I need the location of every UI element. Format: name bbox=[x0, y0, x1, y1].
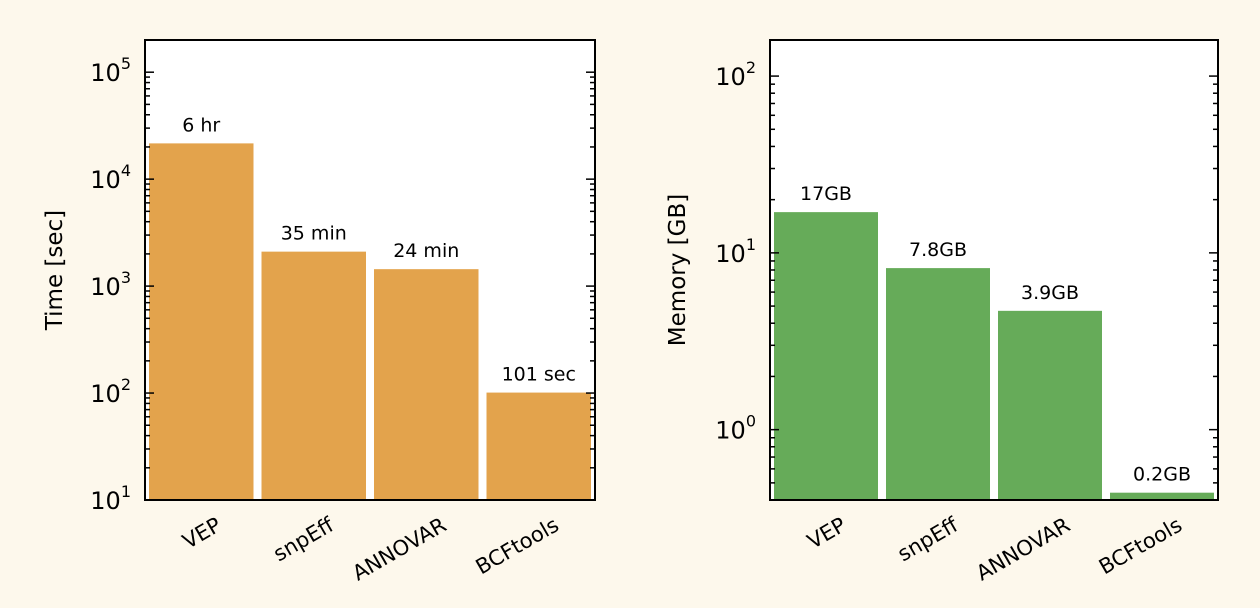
memory-bar-vep bbox=[774, 212, 878, 499]
memory-bar-bcftools bbox=[1110, 492, 1214, 499]
time-tick-label: 102 bbox=[90, 375, 131, 408]
memory-category-label: ANNOVAR bbox=[972, 513, 1074, 586]
memory-data-label: 17GB bbox=[800, 183, 852, 205]
memory-category-label: VEP bbox=[803, 513, 850, 554]
memory-tick-label: 102 bbox=[715, 58, 756, 91]
memory-category-label: snpEff bbox=[894, 512, 963, 566]
time-tick-label: 105 bbox=[90, 54, 131, 87]
time-data-label: 101 sec bbox=[502, 364, 576, 386]
time-bar-vep bbox=[149, 143, 254, 500]
memory-category-label: BCFtools bbox=[1095, 513, 1186, 580]
time-bar-snpeff bbox=[261, 251, 366, 499]
memory-tick-label: 100 bbox=[715, 412, 756, 445]
time-category-label: snpEff bbox=[269, 512, 338, 566]
memory-bar-snpeff bbox=[886, 268, 990, 499]
time-data-label: 24 min bbox=[393, 240, 459, 262]
time-tick-label: 101 bbox=[90, 482, 131, 515]
memory-bar-annovar bbox=[998, 310, 1102, 499]
time-bar-bcftools bbox=[486, 392, 591, 499]
time-tick-label: 103 bbox=[90, 268, 131, 301]
time-chart-panel: 6 hr VEP 35 min snpEff 24 min ANNOVAR 101 sec B… bbox=[42, 39, 596, 586]
time-category-label: VEP bbox=[178, 513, 225, 554]
memory-data-label: 7.8GB bbox=[909, 239, 967, 261]
memory-data-label: 0.2GB bbox=[1133, 464, 1191, 486]
time-category-label: ANNOVAR bbox=[348, 513, 450, 586]
time-y-axis-title: Time [sec] bbox=[42, 210, 68, 331]
time-data-label: 6 hr bbox=[182, 114, 220, 136]
time-axis-border bbox=[144, 39, 596, 501]
memory-chart-panel: 17GB VEP 7.8GB snpEff 3.9GB ANNOVAR 0.2GB BCFto… bbox=[665, 39, 1219, 586]
time-bar-annovar bbox=[374, 269, 479, 499]
time-data-label: 35 min bbox=[281, 223, 347, 245]
memory-y-axis-title: Memory [GB] bbox=[665, 194, 691, 346]
memory-data-label: 3.9GB bbox=[1021, 282, 1079, 304]
memory-tick-label: 101 bbox=[715, 235, 756, 268]
time-tick-label: 104 bbox=[90, 161, 131, 194]
time-category-label: BCFtools bbox=[472, 513, 563, 580]
